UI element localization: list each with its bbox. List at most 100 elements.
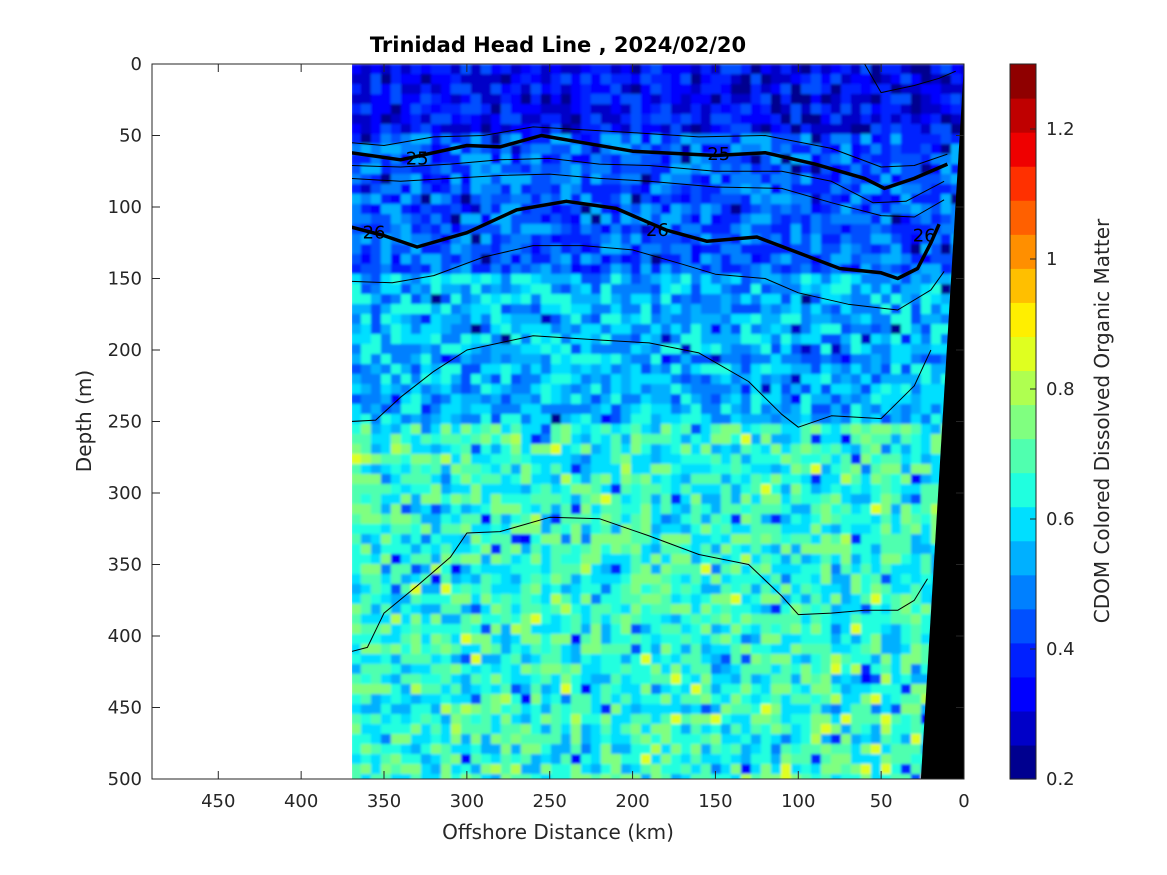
field-cell [880, 364, 892, 375]
field-cell [830, 614, 842, 625]
field-cell [660, 304, 672, 315]
field-cell [720, 94, 732, 105]
field-cell [850, 74, 862, 85]
field-cell [450, 604, 462, 615]
field-cell [880, 674, 892, 685]
field-cell [490, 524, 502, 535]
field-cell [760, 744, 772, 755]
field-cell [390, 374, 402, 385]
field-cell [740, 624, 752, 635]
field-cell [440, 594, 452, 605]
field-cell [410, 264, 422, 275]
field-cell [710, 484, 722, 495]
field-cell [910, 114, 922, 125]
field-cell [352, 454, 362, 465]
field-cell [800, 394, 812, 405]
field-cell [510, 724, 522, 735]
field-cell [620, 674, 632, 685]
field-cell [400, 744, 412, 755]
field-cell [480, 754, 492, 765]
field-cell [570, 654, 582, 665]
field-cell [770, 734, 782, 745]
field-cell [880, 64, 892, 75]
field-cell [800, 124, 812, 135]
field-cell [670, 764, 682, 775]
field-cell [460, 724, 472, 735]
field-cell [840, 484, 852, 495]
field-cell [380, 424, 392, 435]
field-cell [880, 474, 892, 485]
field-cell [700, 204, 712, 215]
field-cell [860, 84, 872, 95]
field-cell [590, 164, 602, 175]
field-cell [770, 94, 782, 105]
field-cell [910, 124, 922, 135]
field-cell [570, 164, 582, 175]
field-cell [550, 184, 562, 195]
field-cell [430, 124, 442, 135]
field-cell [630, 674, 642, 685]
field-cell [790, 464, 802, 475]
field-cell [550, 724, 562, 735]
field-cell [660, 614, 672, 625]
field-cell [490, 504, 502, 515]
field-cell [690, 554, 702, 565]
field-cell [650, 474, 662, 485]
field-cell [850, 504, 862, 515]
field-cell [410, 344, 422, 355]
field-cell [450, 704, 462, 715]
field-cell [460, 494, 472, 505]
field-cell [580, 594, 592, 605]
field-cell [600, 614, 612, 625]
field-cell [410, 154, 422, 165]
field-cell [352, 84, 362, 95]
field-cell [720, 644, 732, 655]
field-cell [900, 694, 912, 705]
field-cell [800, 324, 812, 335]
field-cell [750, 524, 762, 535]
field-cell [360, 754, 372, 765]
field-cell [840, 704, 852, 715]
field-cell [550, 264, 562, 275]
field-cell [450, 304, 462, 315]
field-cell [870, 444, 882, 455]
field-cell [430, 434, 442, 445]
field-cell [460, 364, 472, 375]
field-cell [510, 284, 522, 295]
field-cell [700, 64, 712, 75]
field-cell [720, 534, 732, 545]
field-cell [590, 774, 602, 779]
field-cell [720, 224, 732, 235]
field-cell [550, 504, 562, 515]
field-cell [610, 514, 622, 525]
field-cell [500, 114, 512, 125]
field-cell [590, 114, 602, 125]
field-cell [460, 334, 472, 345]
field-cell [920, 334, 932, 345]
field-cell [660, 734, 672, 745]
field-cell [830, 274, 842, 285]
field-cell [700, 734, 712, 745]
field-cell [590, 644, 602, 655]
field-cell [650, 124, 662, 135]
field-cell [610, 264, 622, 275]
field-cell [730, 764, 742, 775]
field-cell [870, 394, 882, 405]
field-cell [410, 334, 422, 345]
field-cell [570, 224, 582, 235]
field-cell [352, 694, 362, 705]
field-cell [710, 244, 722, 255]
field-cell [630, 274, 642, 285]
field-cell [610, 234, 622, 245]
field-cell [890, 234, 902, 245]
field-cell [600, 424, 612, 435]
field-cell [390, 414, 402, 425]
field-cell [370, 344, 382, 355]
field-cell [750, 774, 762, 779]
field-cell [770, 514, 782, 525]
field-cell [490, 674, 502, 685]
field-cell [670, 454, 682, 465]
field-cell [690, 604, 702, 615]
field-cell [640, 394, 652, 405]
field-cell [520, 214, 532, 225]
